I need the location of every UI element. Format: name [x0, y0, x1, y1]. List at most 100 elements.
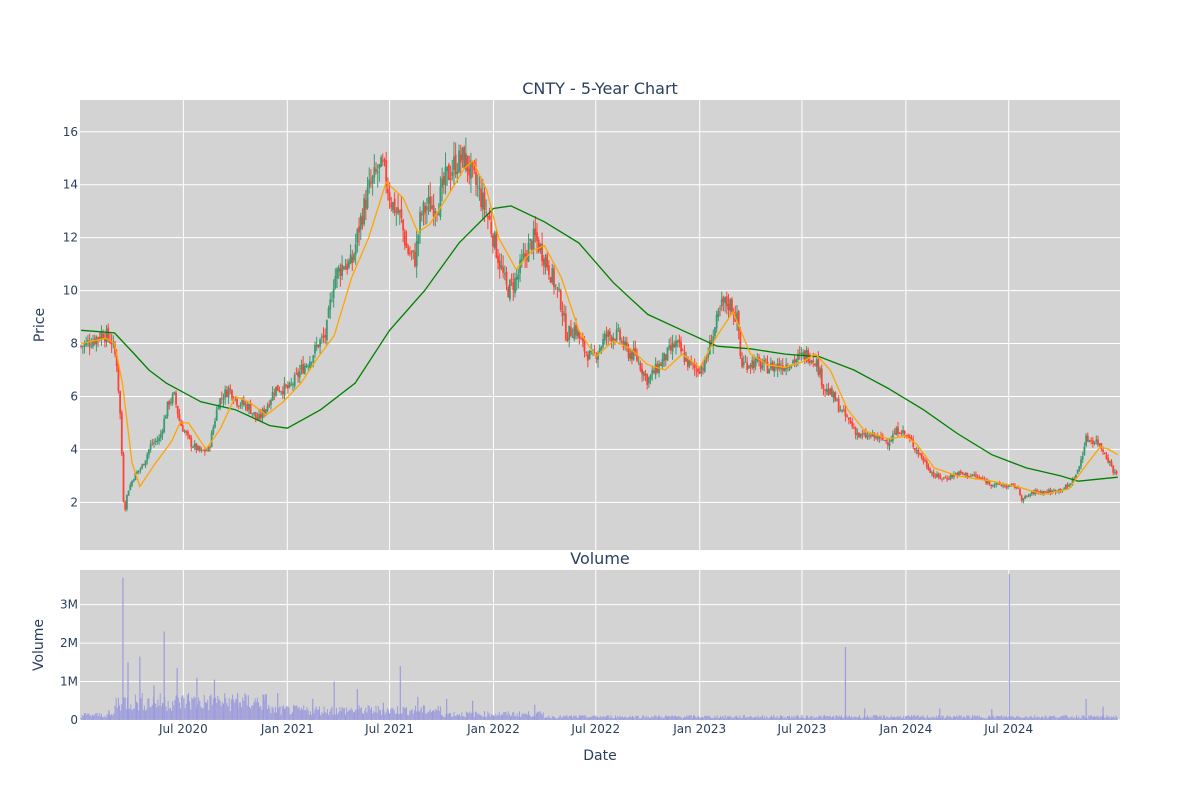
candle-body — [248, 404, 250, 410]
candle-body — [136, 471, 138, 474]
candle-body — [947, 478, 950, 480]
candle-body — [144, 460, 147, 466]
candle-body — [622, 341, 625, 348]
candle-body — [841, 409, 843, 412]
candle-body — [473, 162, 476, 171]
candle-body — [949, 474, 952, 480]
candle-body — [231, 390, 233, 399]
volume-plot-area — [80, 570, 1120, 720]
candle-body — [276, 384, 279, 391]
candle-body — [220, 397, 223, 399]
candle-body — [1068, 484, 1071, 486]
candle-body — [675, 340, 677, 347]
candle-body — [693, 364, 696, 369]
candle-body — [780, 366, 782, 370]
candle-body — [390, 202, 393, 208]
candle-body — [915, 450, 918, 451]
candle-body — [132, 479, 135, 482]
candle-body — [236, 399, 238, 406]
candle-body — [720, 299, 723, 307]
candle-body — [341, 264, 344, 276]
candle-body — [212, 427, 215, 434]
candle-body — [731, 299, 733, 313]
candle-body — [534, 228, 537, 236]
candle-body — [1112, 465, 1115, 473]
candle-body — [364, 199, 367, 210]
candle-body — [319, 339, 321, 347]
candle-body — [1066, 484, 1069, 487]
candle-body — [337, 267, 340, 272]
candle-body — [605, 334, 608, 337]
candle-body — [944, 477, 947, 479]
candle-body — [963, 474, 965, 475]
candle-body — [942, 477, 945, 479]
candle-body — [215, 409, 218, 421]
candle-body — [553, 268, 555, 288]
candle-body — [876, 437, 879, 440]
volume-x-ticks: Jul 2020 Jan 2021 Jul 2021 Jan 2022 Jul 2022… — [158, 722, 1033, 736]
candle-body — [863, 433, 865, 435]
candle-body — [834, 392, 837, 402]
candle-body — [297, 372, 299, 377]
candle-body — [568, 325, 571, 340]
candle-body — [175, 392, 177, 405]
candle-body — [1102, 449, 1104, 452]
candlestick-series — [80, 137, 1118, 512]
candle-body — [219, 398, 221, 409]
price-y-tick-label: 16 — [63, 125, 78, 139]
price-panel: 2 4 6 8 10 12 14 16 CNTY - 5-Year Chart Price — [32, 79, 1120, 550]
candle-body — [117, 364, 120, 391]
candle-body — [598, 348, 601, 353]
candle-body — [419, 211, 421, 233]
candle-body — [314, 344, 316, 354]
candle-body — [176, 405, 179, 415]
candle-body — [234, 397, 237, 400]
ma-long-line — [81, 205, 1118, 482]
candle-body — [373, 167, 376, 178]
candle-body — [597, 353, 599, 360]
candle-body — [820, 368, 823, 386]
candle-body — [286, 385, 289, 389]
candle-body — [156, 440, 159, 442]
candle-body — [1032, 490, 1035, 494]
candle-body — [353, 254, 355, 261]
candle-body — [1091, 440, 1094, 444]
candle-body — [764, 359, 767, 361]
candle-body — [590, 351, 593, 353]
candle-body — [868, 434, 871, 436]
candle-body — [741, 357, 743, 367]
candle-body — [951, 474, 954, 477]
candle-body — [1005, 486, 1008, 488]
candle-body — [312, 355, 315, 363]
candle-body — [290, 383, 293, 385]
price-gridlines — [80, 100, 1120, 550]
candle-body — [97, 337, 99, 339]
candle-body — [515, 276, 518, 280]
candle-body — [805, 350, 808, 360]
candle-body — [207, 446, 210, 451]
candle-body — [812, 360, 815, 363]
candle-body — [969, 475, 972, 477]
candle-body — [669, 345, 672, 350]
candle-body — [573, 326, 576, 339]
candle-body — [251, 413, 254, 415]
candle-body — [912, 440, 915, 447]
candle-body — [859, 433, 862, 438]
candle-body — [432, 205, 435, 217]
candle-body — [661, 359, 664, 367]
candle-body — [259, 414, 262, 418]
candle-body — [149, 444, 152, 450]
x-tick-label: Jan 2021 — [260, 722, 314, 736]
candle-body — [544, 257, 547, 268]
candle-body — [105, 329, 108, 343]
candle-body — [837, 399, 840, 412]
candle-body — [988, 481, 991, 485]
candle-body — [425, 206, 428, 211]
candle-body — [898, 432, 901, 434]
candle-body — [358, 226, 360, 233]
candle-body — [407, 247, 410, 254]
candle-body — [878, 435, 881, 439]
candle-body — [476, 186, 479, 187]
candle-body — [686, 356, 689, 367]
candle-body — [493, 232, 496, 248]
